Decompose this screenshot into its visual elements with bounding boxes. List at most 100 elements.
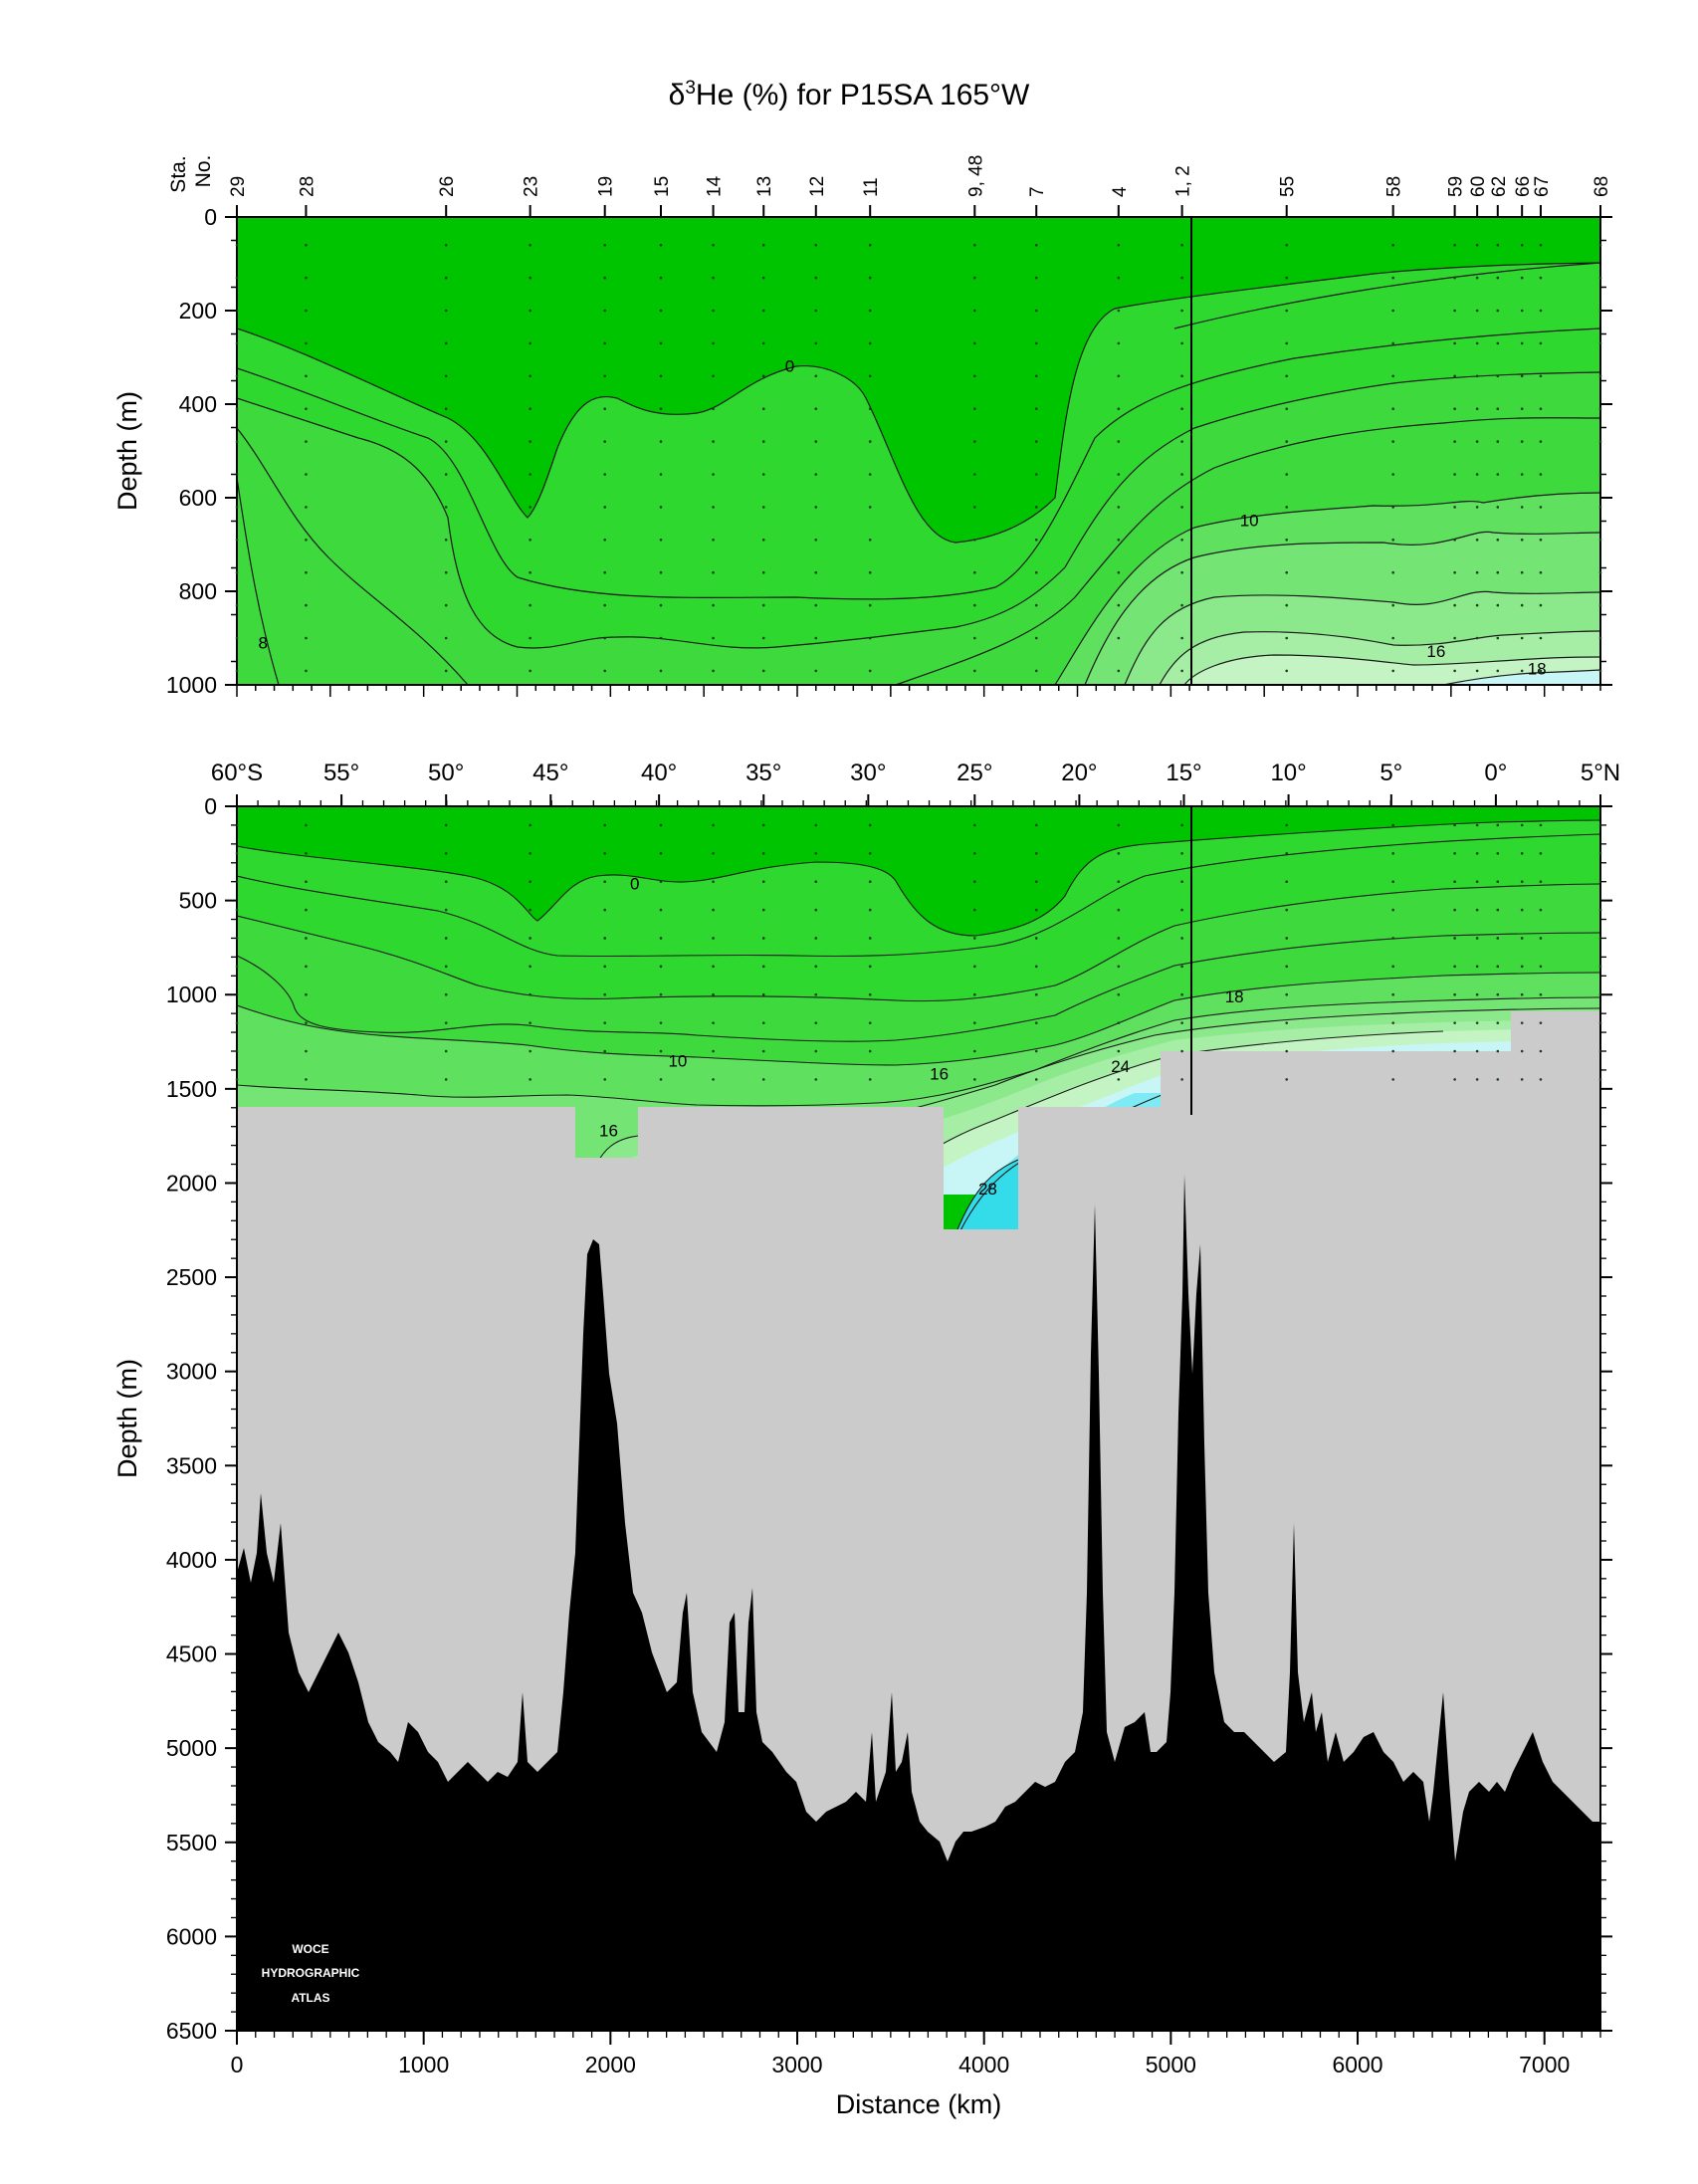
contour-12	[1124, 590, 1600, 685]
sample-point	[712, 1078, 715, 1081]
sample-point	[1180, 440, 1183, 443]
sample-point	[444, 1078, 448, 1081]
sample-point	[305, 937, 308, 940]
sample-point	[529, 992, 531, 996]
sample-point	[1453, 570, 1456, 574]
latitude-label: 30°	[850, 760, 886, 786]
sample-point	[659, 880, 663, 883]
sample-point	[1475, 852, 1479, 855]
sample-point	[1180, 852, 1183, 855]
sample-point	[444, 570, 448, 574]
sample-point	[712, 965, 715, 969]
sample-point	[1391, 965, 1394, 969]
sample-point	[973, 880, 976, 883]
sample-point	[529, 473, 531, 476]
sample-point	[305, 992, 308, 996]
sample-point	[1391, 880, 1394, 883]
sample-point	[235, 341, 239, 345]
sample-point	[235, 669, 239, 673]
sample-point	[1496, 1049, 1500, 1053]
sample-point	[1598, 374, 1602, 378]
sample-point	[868, 506, 872, 509]
sample-point	[603, 473, 607, 476]
sample-point	[1598, 965, 1602, 969]
sample-point	[444, 276, 448, 280]
sample-point	[1598, 243, 1602, 247]
lower-frame	[236, 805, 1601, 2032]
sample-point	[973, 440, 976, 443]
sample-point	[712, 937, 715, 940]
sample-point	[712, 407, 715, 411]
sample-point	[1285, 1049, 1289, 1053]
sample-point	[1117, 440, 1121, 443]
sample-point	[444, 309, 448, 313]
sample-point	[712, 473, 715, 476]
sample-point	[1117, 243, 1121, 247]
x-tick-label: 7000	[1519, 2052, 1570, 2077]
y-tick-label: 800	[179, 578, 217, 604]
title-delta: δ	[668, 79, 686, 111]
station-label: 11	[861, 177, 882, 197]
sample-point	[1034, 440, 1038, 443]
sample-point	[868, 823, 872, 827]
sample-point	[603, 852, 607, 855]
latitude-label: 5°N	[1581, 760, 1620, 786]
sample-point	[305, 823, 308, 827]
sample-point	[1180, 539, 1183, 542]
sample-point	[235, 852, 239, 855]
sample-point	[1453, 1049, 1456, 1053]
sample-point	[1117, 992, 1121, 996]
station-label: 13	[754, 176, 775, 197]
sample-point	[712, 341, 715, 345]
sample-point	[761, 1078, 765, 1081]
sample-point	[1520, 309, 1524, 313]
sample-point	[1539, 276, 1543, 280]
sample-point	[761, 908, 765, 912]
sample-point	[1034, 669, 1038, 673]
y-tick-label: 3000	[166, 1359, 217, 1385]
sample-point	[1391, 506, 1394, 509]
contour-label: 24	[1111, 1057, 1130, 1076]
sample-point	[1285, 570, 1289, 574]
sample-point	[761, 965, 765, 969]
sample-point	[305, 1049, 308, 1053]
sample-point	[868, 309, 872, 313]
sample-point	[712, 1021, 715, 1024]
sample-point	[444, 636, 448, 640]
sample-point	[603, 992, 607, 996]
sample-point	[761, 669, 765, 673]
y-tick-label: 200	[179, 298, 217, 324]
sample-point	[761, 407, 765, 411]
station-label: 28	[297, 176, 318, 197]
sample-point	[1117, 276, 1121, 280]
sample-point	[761, 823, 765, 827]
station-label: 1, 2	[1173, 165, 1194, 197]
station-label: 60	[1468, 176, 1489, 197]
sample-point	[814, 407, 818, 411]
sample-point	[1391, 908, 1394, 912]
sample-point	[1475, 1049, 1479, 1053]
sample-point	[305, 539, 308, 542]
sample-point	[1520, 1049, 1524, 1053]
sample-point	[1475, 276, 1479, 280]
lower-latitude-axis: 60°S 55° 50° 45° 40° 35° 30° 25° 20° 15° 10° 5° 0° 5°…	[211, 760, 1620, 1081]
sample-point	[305, 341, 308, 345]
y-tick-label: 2500	[166, 1264, 217, 1290]
sample-point	[1034, 992, 1038, 996]
sample-point	[868, 243, 872, 247]
sample-point	[1453, 669, 1456, 673]
sample-point	[235, 276, 239, 280]
latitude-label: 45°	[532, 760, 568, 786]
latitude-label: 0°	[1484, 760, 1507, 786]
sample-point	[305, 276, 308, 280]
sample-point	[444, 539, 448, 542]
sample-point	[659, 341, 663, 345]
sample-point	[1520, 374, 1524, 378]
sample-point	[444, 341, 448, 345]
sample-point	[1180, 374, 1183, 378]
y-tick-label: 400	[179, 391, 217, 417]
sample-point	[1034, 276, 1038, 280]
sample-point	[529, 506, 531, 509]
y-tick-label: 2000	[166, 1170, 217, 1196]
sample-point	[305, 636, 308, 640]
